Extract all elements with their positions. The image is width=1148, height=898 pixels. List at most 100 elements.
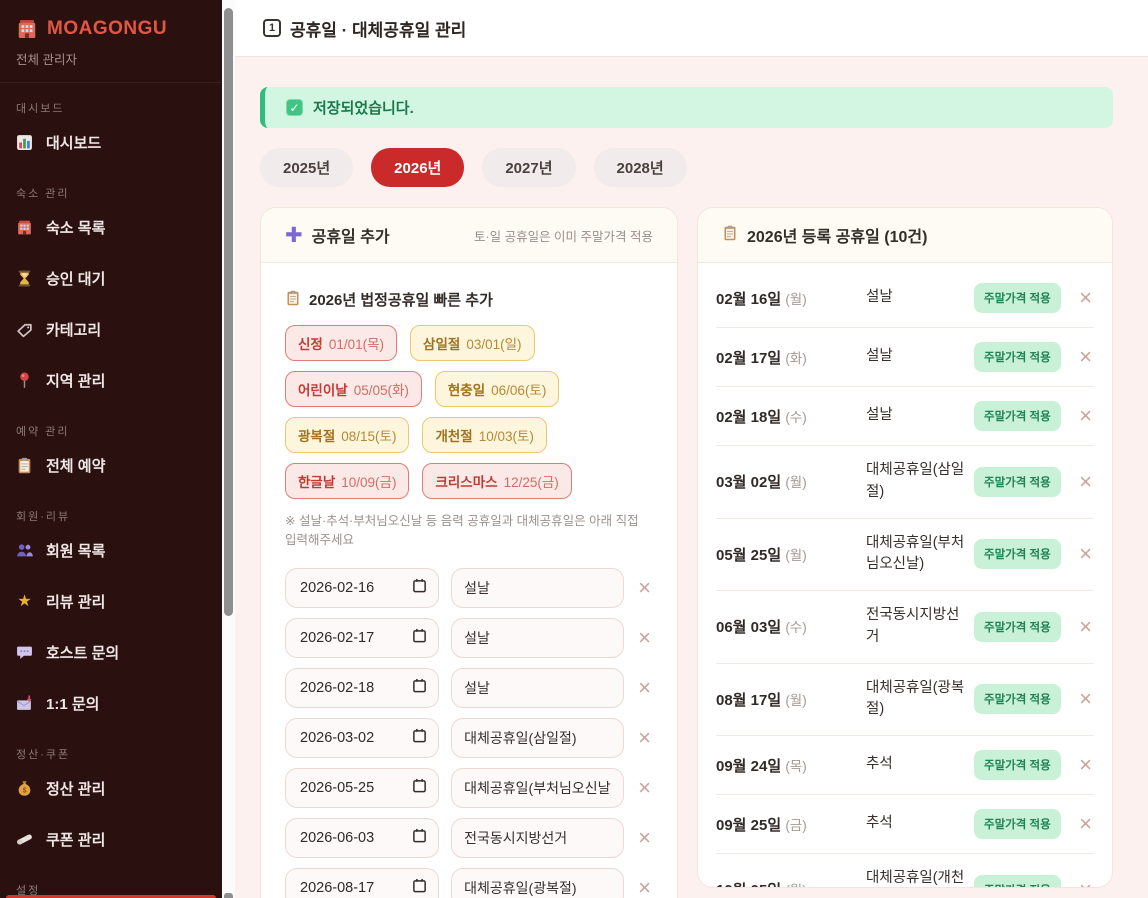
content: ✓ 저장되었습니다. 2025년 2026년 2027년 2028년 ✚ 공휴일… <box>235 57 1148 898</box>
sidebar-section-lodging: 숙소 관리 숙소 목록 승인 대기 카테고리 지역 관리 <box>0 188 222 406</box>
weekend-price-badge: 주말가격 적용 <box>974 684 1061 715</box>
calendar-icon[interactable] <box>412 678 427 697</box>
holiday-name-input[interactable] <box>451 767 625 808</box>
page-header: 1 공휴일 · 대체공휴일 관리 <box>235 0 1148 57</box>
sidebar-item-label: 쿠폰 관리 <box>46 832 106 849</box>
remove-row-button[interactable]: × <box>638 874 651 898</box>
sidebar-item-review[interactable]: ★ 리뷰 관리 <box>0 576 222 627</box>
remove-row-button[interactable]: × <box>638 774 651 800</box>
delete-holiday-button[interactable]: × <box>1079 344 1092 369</box>
hotel-icon <box>16 219 33 236</box>
date-field[interactable]: 2026-05-25 <box>285 767 440 808</box>
tab-2026[interactable]: 2026년 <box>371 148 465 187</box>
holiday-name-input[interactable] <box>451 667 625 708</box>
sidebar-item-region[interactable]: 지역 관리 <box>0 355 222 406</box>
chip-childrens-day[interactable]: 어린이날 05/05(화) <box>285 371 422 407</box>
chip-sinjeong[interactable]: 신정 01/01(목) <box>285 325 398 361</box>
holiday-name-input[interactable] <box>451 617 625 658</box>
date-field[interactable]: 2026-08-17 <box>285 867 440 898</box>
section-label: 회원·리뷰 <box>16 511 71 523</box>
speech-balloon-icon <box>16 644 33 661</box>
app-logo[interactable]: MOAGONGU <box>47 18 168 39</box>
sidebar-item-label: 카테고리 <box>46 322 102 339</box>
chip-samiljeol[interactable]: 삼일절 03/01(일) <box>410 325 535 361</box>
chip-hangeulnal[interactable]: 한글날 10/09(금) <box>285 463 410 499</box>
tab-2028[interactable]: 2028년 <box>593 148 687 187</box>
delete-holiday-button[interactable]: × <box>1079 468 1092 494</box>
remove-row-button[interactable]: × <box>638 674 651 700</box>
calendar-icon[interactable] <box>412 728 427 747</box>
date-field[interactable]: 2026-03-02 <box>285 717 440 758</box>
holiday-name-input[interactable] <box>451 567 625 608</box>
holiday-row: 05월 25일 (월) 대체공휴일(부처님오신날) 주말가격 적용 × <box>716 519 1094 591</box>
hourglass-icon <box>16 270 33 287</box>
delete-holiday-button[interactable]: × <box>1077 878 1094 887</box>
calendar-icon[interactable] <box>412 828 427 847</box>
remove-row-button[interactable]: × <box>638 574 651 600</box>
sidebar-item-label: 승인 대기 <box>46 271 106 288</box>
chip-gaecheonjeol[interactable]: 개천절 10/03(토) <box>422 417 547 453</box>
calendar-icon[interactable] <box>412 578 427 597</box>
remove-row-button[interactable]: × <box>638 624 651 650</box>
holiday-name-input[interactable] <box>451 717 625 758</box>
date-field[interactable]: 2026-02-18 <box>285 667 440 708</box>
calendar-icon[interactable] <box>412 878 427 897</box>
sidebar-scrollbar-thumb[interactable] <box>224 8 233 616</box>
delete-holiday-button[interactable]: × <box>1079 811 1092 836</box>
holiday-row: 09월 25일 (금) 추석 주말가격 적용 × <box>716 795 1094 854</box>
sidebar-item-dashboard[interactable]: 대시보드 <box>0 117 222 168</box>
date-field[interactable]: 2026-06-03 <box>285 817 440 858</box>
sidebar-item-category[interactable]: 카테고리 <box>0 304 222 355</box>
sidebar-item-lodging-list[interactable]: 숙소 목록 <box>0 202 222 253</box>
chip-hyeonchungil[interactable]: 현충일 06/06(토) <box>434 371 560 407</box>
sidebar-item-one-to-one-inquiry[interactable]: 1:1 문의 <box>0 678 222 729</box>
chip-christmas[interactable]: 크리스마스 12/25(금) <box>422 463 572 499</box>
sidebar-item-settlement[interactable]: $ 정산 관리 <box>0 763 222 814</box>
holiday-row: 02월 18일 (수) 설날 주말가격 적용 × <box>716 387 1094 446</box>
date-field[interactable]: 2026-02-17 <box>285 617 440 658</box>
sidebar-item-member-list[interactable]: 회원 목록 <box>0 525 222 576</box>
holiday-name-input[interactable] <box>451 817 625 858</box>
holiday-row: 02월 16일 (월) 설날 주말가격 적용 × <box>716 269 1094 328</box>
delete-holiday-button[interactable]: × <box>1079 613 1092 639</box>
holiday-input-row: 2026-02-17 × <box>285 617 653 658</box>
bar-chart-icon <box>16 134 33 151</box>
tab-2025[interactable]: 2025년 <box>260 148 354 187</box>
sidebar-item-all-reservations[interactable]: 전체 예약 <box>0 440 222 491</box>
svg-text:$: $ <box>23 787 27 794</box>
holiday-row: 02월 17일 (화) 설날 주말가격 적용 × <box>716 328 1094 387</box>
delete-holiday-button[interactable]: × <box>1079 403 1092 428</box>
date-field[interactable]: 2026-02-16 <box>285 567 440 608</box>
sidebar-scrollbar-track[interactable] <box>222 0 235 898</box>
calendar-icon[interactable] <box>412 628 427 647</box>
sidebar-item-coupon[interactable]: 쿠폰 관리 <box>0 814 222 865</box>
round-pushpin-icon <box>16 372 33 389</box>
calendar-icon[interactable] <box>412 778 427 797</box>
remove-row-button[interactable]: × <box>638 724 651 750</box>
delete-holiday-button[interactable]: × <box>1079 686 1092 712</box>
holiday-name-input[interactable] <box>451 867 625 898</box>
section-label: 정산·쿠폰 <box>16 749 71 761</box>
sidebar-item-host-inquiry[interactable]: 호스트 문의 <box>0 627 222 678</box>
sidebar-section-dashboard: 대시보드 대시보드 <box>0 103 222 168</box>
remove-row-button[interactable]: × <box>638 824 651 850</box>
delete-holiday-button[interactable]: × <box>1079 752 1092 777</box>
sidebar-item-label: 1:1 문의 <box>46 696 100 713</box>
money-bag-icon: $ <box>16 780 33 797</box>
quick-add-chips: 신정 01/01(목) 삼일절 03/01(일) 어린이날 05/05(화) 현충일 0… <box>285 325 653 499</box>
sidebar-item-label: 회원 목록 <box>46 543 106 560</box>
delete-holiday-button[interactable]: × <box>1079 541 1092 567</box>
chip-gwangbokjeol[interactable]: 광복절 08/15(토) <box>285 417 410 453</box>
building-icon <box>16 18 38 40</box>
holiday-input-row: 2026-03-02 × <box>285 717 653 758</box>
user-role: 전체 관리자 <box>16 53 77 67</box>
delete-holiday-button[interactable]: × <box>1079 285 1092 310</box>
weekend-price-badge: 주말가격 적용 <box>974 342 1061 372</box>
clipboard-icon <box>16 457 33 474</box>
tab-2027[interactable]: 2027년 <box>482 148 576 187</box>
plus-icon: ✚ <box>285 223 303 247</box>
sidebar-item-approval-wait[interactable]: 승인 대기 <box>0 253 222 304</box>
add-card-title: 공휴일 추가 <box>311 229 390 246</box>
sidebar-active-item-strip[interactable] <box>6 895 216 898</box>
star-icon: ★ <box>17 592 32 610</box>
